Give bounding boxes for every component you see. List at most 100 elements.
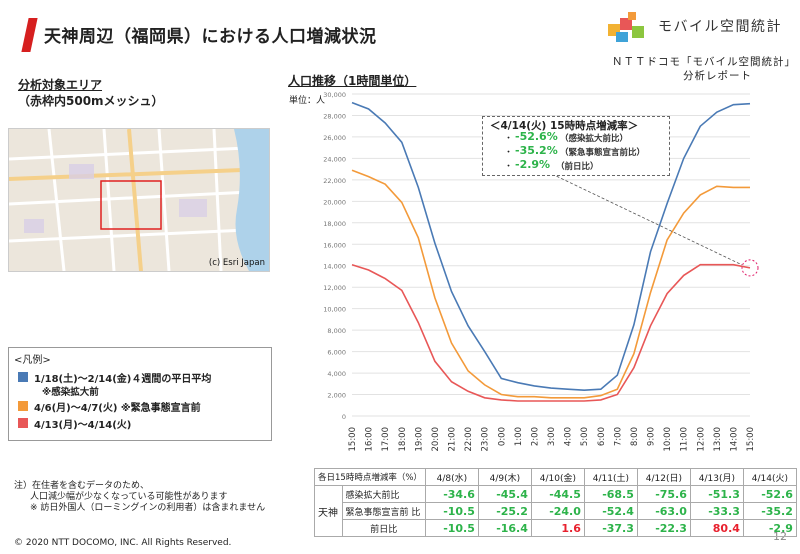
x-tick-label: 2:00 [530,427,540,446]
x-tick-label: 3:00 [547,427,557,446]
x-tick-label: 16:00 [365,427,375,452]
callout-note-2: （緊急事態宣言前比） [560,148,646,158]
x-tick-label: 10:00 [663,427,673,452]
legend-item-3: 4/13(月)～4/14(火) [34,420,132,431]
report-source: ＮＴＴドコモ「モバイル空間統計」 [612,56,796,68]
note-3: ※ 訪日外国人（ローミングインの利用者）は含まれません [30,503,266,513]
x-tick-label: 14:00 [729,427,739,452]
table-row-label: 緊急事態宣言前 比 [341,502,426,520]
area-title: 分析対象エリア [18,78,103,92]
table-cell: -22.3 [636,519,691,537]
legend-item-1: 1/18(土)～2/14(金)４週間の平日平均 [34,374,212,385]
x-tick-label: 20:00 [431,427,441,452]
table-cell: -25.2 [477,502,532,520]
y-tick-label: 30,000 [323,91,346,99]
table-cell: -45.4 [477,485,532,503]
callout-title: ＜4/14(火) 15時時点増減率＞ [490,120,639,132]
y-tick-label: 22,000 [323,177,346,185]
logo-icon [608,12,644,42]
table-cell: -33.3 [689,502,744,520]
x-tick-label: 5:00 [580,427,590,446]
callout-value-3: -2.9% [515,158,551,171]
x-tick-label: 23:00 [481,427,491,452]
x-tick-label: 17:00 [381,427,391,452]
callout-value-2: -35.2% [515,144,558,157]
area-map: (c) Esri Japan [8,128,270,272]
map-credit: (c) Esri Japan [208,258,265,268]
report-type: 分析レポート [683,70,752,82]
legend-box [8,347,272,441]
table-cell: -2.9 [742,519,797,537]
page-title: 天神周辺（福岡県）における人口増減状況 [44,27,377,47]
table-cell: 1.6 [530,519,585,537]
y-tick-label: 28,000 [323,112,346,120]
table-group-cell: 天神 [314,485,343,537]
table-row: 天神 感染拡大前比 -34.6 -45.4 -44.5 -68.5 -75.6 … [314,485,797,537]
y-tick-label: 12,000 [323,284,346,292]
table-header-cell: 4/8(水) [424,468,479,486]
rate-table: 各日15時時点増減率（%） 4/8(水) 4/9(木) 4/10(金) 4/11… [314,468,797,537]
x-tick-label: 7:00 [613,427,623,446]
x-tick-label: 6:00 [597,427,607,446]
series-line-1 [351,101,751,392]
y-tick-label: 14,000 [323,263,346,271]
table-cell: -63.0 [636,502,691,520]
x-tick-label: 1:00 [514,427,524,446]
callout-value-1: -52.6% [515,130,558,143]
table-header-cell: 4/14(火) [742,468,797,486]
y-tick-label: 8,000 [327,327,346,335]
legend-swatch-3 [18,418,28,428]
legend-item-1-sub: ※感染拡大前 [42,387,99,398]
map-graphic [9,129,269,271]
callout-leader-line [551,173,743,266]
table-cell: -75.6 [636,485,691,503]
y-tick-label: 20,000 [323,198,346,206]
table-cell: -10.5 [424,502,479,520]
callout-bullet-1: ・ [504,134,514,144]
callout-note-3: （前日比） [556,162,599,172]
x-tick-label: 12:00 [696,427,706,452]
series-line-2 [351,169,750,399]
callout-bullet-3: ・ [504,162,514,172]
table-cell: -51.3 [689,485,744,503]
callout-note-1: （感染拡大前比） [560,134,629,144]
chart-unit: 単位：人 [289,96,326,106]
legend-swatch-1 [18,372,28,382]
table-cell: -24.0 [530,502,585,520]
x-tick-label: 19:00 [414,427,424,452]
table-cell: -16.4 [477,519,532,537]
y-tick-label: 26,000 [323,134,346,142]
table-header-row: 各日15時時点増減率（%） 4/8(水) 4/9(木) 4/10(金) 4/11… [314,468,797,486]
table-row: 緊急事態宣言前 比 -10.5 -25.2 -24.0 -52.4 -63.0 … [315,502,797,520]
table-row-label: 感染拡大前比 [341,485,426,503]
y-tick-label: 16,000 [323,241,346,249]
legend-item-2: 4/6(月)～4/7(火) ※緊急事態宣言前 [34,403,201,414]
x-tick-label: 11:00 [680,427,690,452]
legend-swatch-2 [18,401,28,411]
series-line-3 [351,263,751,402]
table-header-cell: 4/12(日) [636,468,691,486]
x-tick-label: 13:00 [713,427,723,452]
target-mesh-frame [100,180,162,230]
callout-bullet-2: ・ [504,148,514,158]
table-header-cell: 4/10(金) [530,468,585,486]
note-1: 注）在住者を含むデータのため、 [14,481,150,491]
y-tick-label: 6,000 [327,349,346,357]
x-tick-label: 15:00 [746,427,756,452]
x-tick-label: 22:00 [464,427,474,452]
table-cell: -52.6 [742,485,797,503]
table-cell: 80.4 [689,519,744,537]
x-tick-label: 15:00 [348,427,358,452]
table-cell: -52.4 [583,502,638,520]
table-cell: -37.3 [583,519,638,537]
table-header-cell: 4/11(土) [583,468,638,486]
y-tick-label: 4,000 [327,370,346,378]
table-row: 前日比 -10.5 -16.4 1.6 -37.3 -22.3 80.4 -2.… [315,519,797,537]
y-tick-label: 10,000 [323,306,346,314]
x-tick-label: 21:00 [448,427,458,452]
x-tick-label: 8:00 [630,427,640,446]
area-subtitle: （赤枠内500mメッシュ） [18,94,164,108]
y-tick-label: 18,000 [323,220,346,228]
x-tick-label: 9:00 [647,427,657,446]
table-cell: -44.5 [530,485,585,503]
